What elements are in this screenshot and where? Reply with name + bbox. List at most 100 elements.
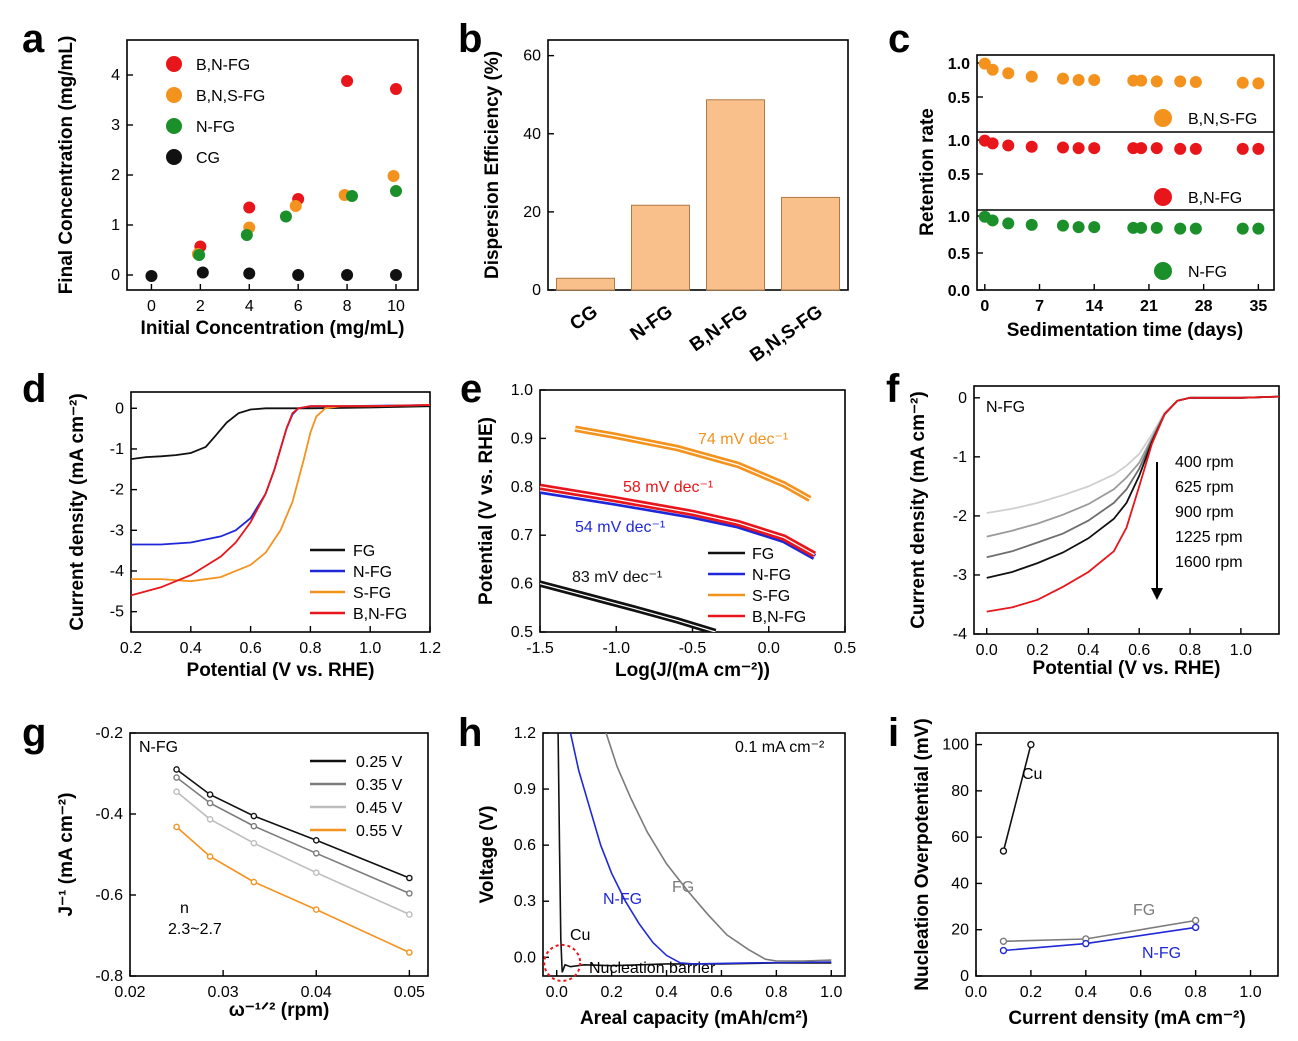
- data-point: [999, 847, 1008, 855]
- plot-frame: [129, 732, 429, 977]
- legend-label: 400 rpm: [1175, 454, 1234, 471]
- y-axis-label: J⁻¹ (mA cm⁻²): [56, 793, 77, 917]
- legend-marker: [1154, 188, 1172, 206]
- y-tick-label: 0.5: [948, 246, 970, 263]
- data-point: [1025, 140, 1038, 153]
- y-tick-label: 0.9: [511, 430, 533, 447]
- plot-frame: [975, 732, 1279, 977]
- legend-label: N-FG: [1188, 264, 1227, 281]
- data-point: [1236, 76, 1249, 89]
- panel-label: g: [22, 711, 46, 755]
- data-point: [341, 75, 354, 87]
- y-tick-label: 80: [951, 783, 969, 800]
- y-tick-label: 0.0: [514, 949, 536, 966]
- data-point: [1189, 76, 1202, 89]
- y-tick-label: 0.5: [948, 90, 970, 107]
- x-tick-label: 0.8: [1179, 642, 1201, 659]
- x-tick-label: 1.0: [820, 984, 842, 1001]
- y-tick-label: 0.8: [511, 479, 533, 496]
- panel-label: a: [22, 17, 45, 61]
- data-point: [389, 269, 402, 281]
- bar: [706, 99, 765, 291]
- legend-label: 1225 rpm: [1175, 529, 1243, 546]
- bar: [556, 277, 615, 291]
- x-tick-label: 1.0: [359, 640, 381, 657]
- y-tick-label: -4: [953, 626, 967, 643]
- legend-label: B,N-FG: [752, 609, 806, 626]
- series-line: [131, 404, 431, 546]
- x-tick-label: 7: [1035, 298, 1044, 315]
- plot-frame: [973, 385, 1280, 635]
- y-tick-label: 60: [523, 48, 541, 65]
- series-label: N-FG: [603, 891, 642, 908]
- data-point: [1082, 939, 1090, 948]
- legend-label: N-FG: [752, 567, 791, 584]
- data-point: [312, 837, 320, 844]
- data-point: [1236, 142, 1249, 155]
- series-line: [130, 404, 431, 597]
- x-tick-label: 0.0: [965, 984, 987, 1001]
- y-axis-label: Current density (mA cm⁻²): [908, 391, 929, 628]
- x-tick-label: 0.4: [180, 640, 202, 657]
- panel-e: -1.5 -1.0 -0.5 0.0 0.5 0.5 0.6 0.7 0.8 0.9 1.0 Log(…: [460, 367, 856, 681]
- data-point: [1072, 74, 1085, 86]
- x-tick-label: 10: [387, 298, 405, 315]
- y-tick-label: 0.6: [514, 837, 536, 854]
- y-tick-label: 0: [111, 267, 120, 284]
- y-axis-label: Current density (mA cm⁻²): [67, 393, 88, 630]
- panel-c: 1.0 0.5 1.0 0.5 1.0 0.5 0.0 0 7 14 21 28 35 B,N,S-FG B…: [888, 17, 1275, 341]
- x-axis-label: Areal capacity (mAh/cm²): [580, 1008, 808, 1029]
- y-tick-label: -0.6: [95, 887, 123, 904]
- y-axis-label: Voltage (V): [477, 806, 498, 904]
- slope-annotation: 54 mV dec⁻¹: [575, 519, 665, 536]
- x-tick-label: 1.0: [1230, 642, 1252, 659]
- series-line: [557, 733, 832, 973]
- x-tick-label: 8: [343, 298, 352, 315]
- x-tick-label: 2: [196, 298, 205, 315]
- data-point: [1135, 221, 1148, 234]
- x-tick-label: 14: [1085, 298, 1103, 315]
- data-point: [196, 266, 209, 279]
- legend-label: 0.45 V: [356, 800, 403, 817]
- y-tick-label: 1: [111, 217, 120, 234]
- series-line: [1002, 744, 1032, 852]
- sample-label: N-FG: [986, 399, 1025, 416]
- legend-label: 0.35 V: [356, 777, 403, 794]
- data-point: [173, 788, 180, 796]
- y-tick-label: 20: [523, 204, 541, 221]
- arrow-head: [1151, 588, 1163, 600]
- x-axis-label: Potential (V vs. RHE): [1033, 658, 1221, 679]
- category-label: B,N-FG: [686, 301, 752, 356]
- bar: [781, 196, 840, 291]
- panel-label: e: [460, 367, 482, 411]
- legend-label: B,N,S-FG: [1188, 111, 1257, 128]
- y-tick-label: 0.0: [948, 283, 970, 300]
- panel-f: 0.0 0.2 0.4 0.6 0.8 1.0 0 -1 -2 -3 -4 Potential (V …: [886, 367, 1280, 679]
- data-point: [1189, 222, 1202, 235]
- data-point: [387, 170, 400, 182]
- data-point: [250, 812, 258, 820]
- x-tick-label: 0.8: [299, 640, 321, 657]
- data-point: [1252, 222, 1265, 235]
- data-point: [206, 799, 214, 807]
- slope-annotation: 58 mV dec⁻¹: [623, 479, 713, 496]
- data-point: [1056, 72, 1069, 85]
- data-point: [1135, 142, 1148, 155]
- data-point: [1236, 222, 1249, 235]
- plot-frame: [130, 391, 431, 633]
- n-value: 2.3~2.7: [168, 921, 222, 938]
- x-axis-label: Log(J/(mA cm⁻²)): [615, 660, 770, 681]
- data-point: [1191, 923, 1200, 932]
- data-point: [999, 937, 1008, 945]
- data-point: [1174, 142, 1187, 155]
- panel-label: c: [888, 17, 910, 61]
- series-line: [605, 733, 832, 962]
- series-line: [986, 395, 1280, 538]
- series-label: FG: [672, 879, 694, 896]
- x-tick-label: 1.0: [1239, 984, 1261, 1001]
- data-point: [986, 214, 999, 227]
- plot-frame: [542, 732, 846, 977]
- legend-label: FG: [353, 543, 375, 560]
- bar: [631, 204, 690, 291]
